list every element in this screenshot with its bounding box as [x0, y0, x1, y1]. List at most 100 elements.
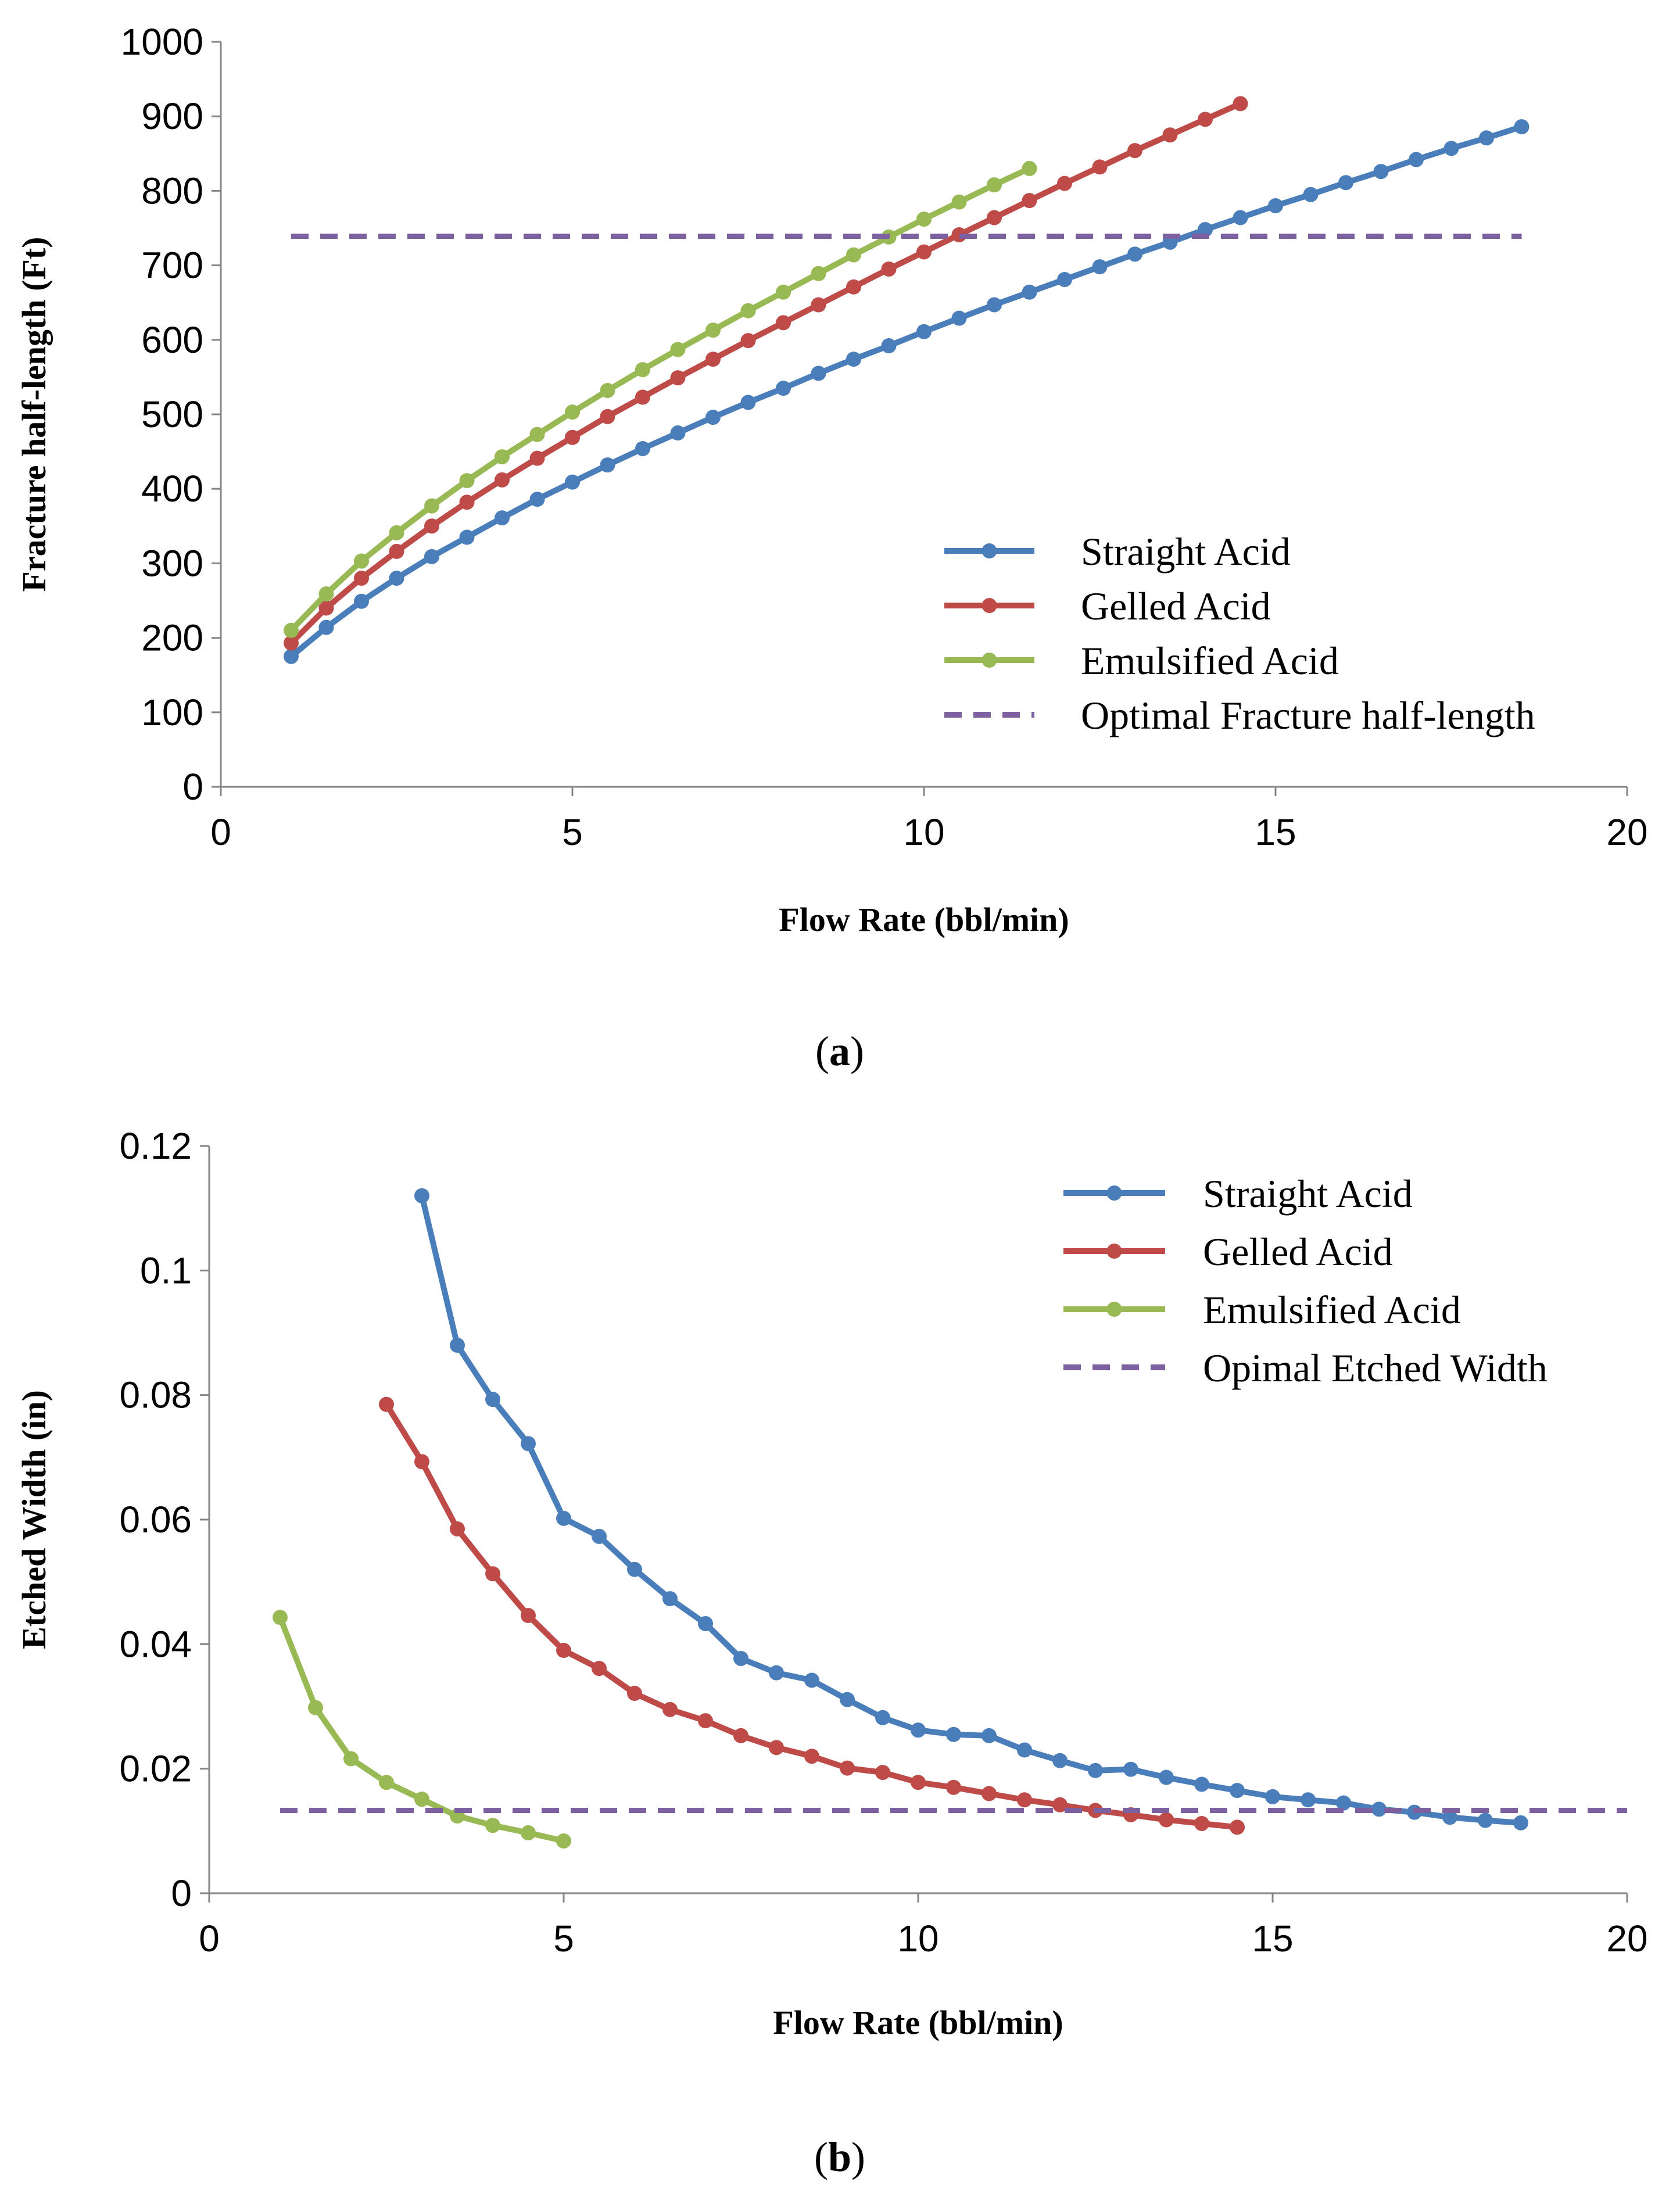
y-axis-title: Etched Width (in): [15, 1390, 53, 1649]
data-point: [1017, 1742, 1032, 1758]
y-tick-label: 100: [141, 692, 203, 733]
data-point: [662, 1591, 678, 1607]
data-point: [1057, 175, 1072, 191]
data-point: [354, 553, 369, 569]
data-point: [635, 440, 650, 456]
data-point: [916, 212, 932, 227]
x-tick-label: 0: [210, 811, 231, 853]
data-point: [495, 449, 510, 465]
series-line: [288, 165, 1033, 633]
data-point: [308, 1700, 323, 1715]
legend-label: Straight Acid: [1081, 529, 1291, 574]
data-point: [733, 1650, 748, 1666]
data-point: [556, 1833, 571, 1848]
data-point: [740, 395, 756, 410]
data-point: [379, 1396, 394, 1412]
legend-label: Straight Acid: [1203, 1172, 1413, 1216]
data-point: [916, 324, 932, 339]
data-point: [1127, 143, 1142, 159]
data-point: [846, 247, 861, 263]
data-point: [1127, 246, 1142, 262]
data-point: [946, 1779, 961, 1795]
data-point: [459, 529, 475, 545]
data-point: [1017, 1792, 1032, 1808]
data-point: [1088, 1762, 1103, 1778]
data-point: [600, 457, 615, 473]
y-tick-label: 0.06: [119, 1499, 192, 1541]
data-point: [459, 495, 475, 510]
data-point: [1162, 127, 1178, 143]
data-point: [1230, 1819, 1245, 1835]
data-point: [982, 1728, 997, 1743]
y-axis-title: Fracture half-length (Ft): [15, 237, 53, 592]
data-point: [846, 279, 861, 295]
data-point: [1230, 1783, 1245, 1799]
data-point: [1268, 198, 1283, 214]
data-point: [1338, 175, 1353, 191]
legend-label: Emulsified Acid: [1081, 639, 1339, 683]
data-point: [776, 381, 791, 396]
panel-caption: (b): [814, 2134, 865, 2180]
data-point: [982, 1786, 997, 1801]
x-tick-label: 15: [1252, 1918, 1293, 1959]
data-point: [776, 315, 791, 331]
chart-panel-b: 0 0.02 0.04 0.06 0.08 0.1 0.12 0 5 10 15 20 Flow Rat…: [15, 1125, 1648, 2180]
data-point: [875, 1710, 890, 1725]
data-point: [1336, 1795, 1351, 1811]
data-point: [987, 297, 1002, 313]
data-point: [1301, 1792, 1316, 1808]
data-point: [740, 333, 756, 349]
x-tick-label: 20: [1606, 1918, 1647, 1959]
legend-marker: [1106, 1185, 1122, 1201]
caption-close-paren: ): [850, 1028, 864, 1074]
data-point: [740, 303, 756, 318]
data-point: [1057, 271, 1072, 287]
legend-marker: [1106, 1244, 1122, 1259]
data-point: [769, 1665, 784, 1681]
data-point: [318, 586, 334, 601]
data-point: [662, 1701, 678, 1717]
data-point: [1052, 1797, 1068, 1812]
data-point: [698, 1713, 713, 1729]
series-gelled-acid: [284, 96, 1248, 651]
data-point: [343, 1751, 359, 1767]
data-point: [318, 600, 334, 616]
caption-open-paren: (: [815, 1028, 829, 1074]
data-point: [804, 1672, 819, 1688]
caption-close-paren: ): [851, 2134, 865, 2180]
data-point: [354, 593, 369, 609]
data-point: [811, 297, 826, 313]
data-point: [951, 310, 967, 326]
data-point: [495, 510, 510, 526]
data-point: [284, 649, 299, 664]
data-point: [379, 1775, 394, 1790]
x-tick-label: 10: [903, 811, 944, 853]
data-point: [521, 1825, 536, 1841]
series-line: [288, 101, 1244, 646]
data-point: [635, 362, 650, 378]
data-point: [1442, 1810, 1457, 1825]
data-point: [565, 404, 580, 420]
data-point: [556, 1643, 571, 1658]
y-tick-label: 700: [141, 245, 203, 286]
data-point: [1478, 1812, 1493, 1828]
y-tick-label: 0: [182, 766, 203, 808]
data-point: [698, 1615, 713, 1631]
legend-marker: [982, 543, 997, 558]
data-point: [916, 244, 932, 260]
data-point: [1092, 259, 1108, 275]
data-point: [600, 409, 615, 424]
data-point: [592, 1528, 607, 1544]
y-tick-label: 1000: [121, 21, 203, 63]
data-point: [389, 543, 404, 559]
y-tick-label: 0.04: [119, 1623, 192, 1665]
data-point: [495, 472, 510, 488]
data-point: [1123, 1761, 1138, 1777]
data-point: [414, 1792, 429, 1807]
data-point: [1092, 159, 1108, 175]
x-axis-title: Flow Rate (bbl/min): [779, 901, 1069, 938]
data-point: [811, 266, 826, 281]
legend-label: Gelled Acid: [1203, 1230, 1393, 1274]
data-point: [485, 1818, 500, 1833]
